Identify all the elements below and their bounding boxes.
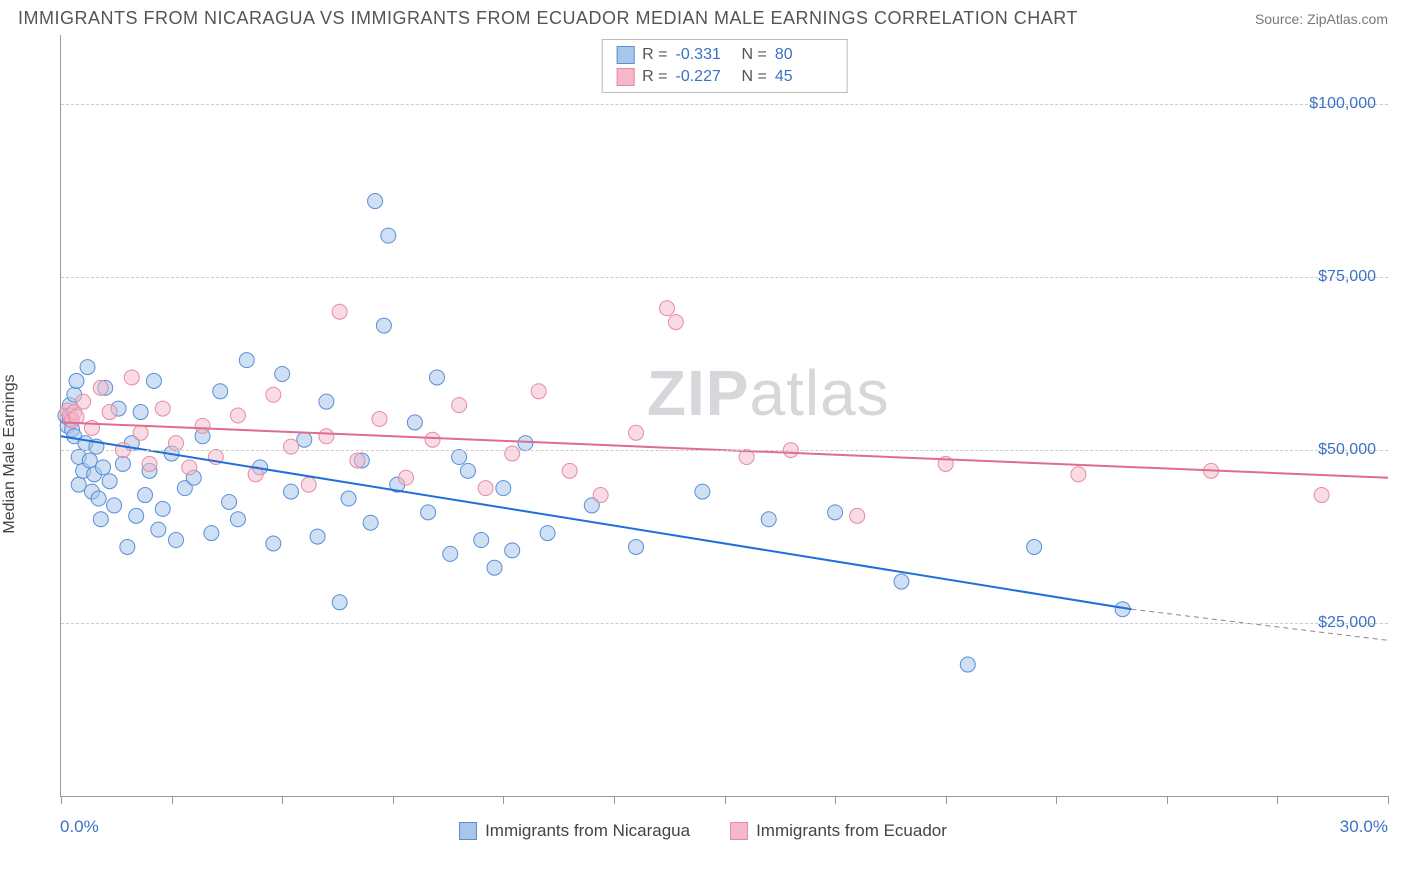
swatch-nicaragua [616,46,634,64]
legend-row-ecuador: R = -0.227 N = 45 [616,66,833,88]
r-label: R = [642,46,667,64]
r-value-nicaragua: -0.331 [676,46,734,64]
source-name: ZipAtlas.com [1307,11,1388,27]
y-tick-label: $75,000 [1318,268,1376,286]
y-tick-label: $100,000 [1309,95,1376,113]
source-prefix: Source: [1255,11,1307,27]
scatter-plot-svg [61,35,1388,796]
y-tick-label: $25,000 [1318,614,1376,632]
series-legend: Immigrants from Nicaragua Immigrants fro… [18,821,1388,841]
swatch-ecuador [616,68,634,86]
y-tick-label: $50,000 [1318,441,1376,459]
n-label: N = [742,46,767,64]
chart-title: IMMIGRANTS FROM NICARAGUA VS IMMIGRANTS … [18,8,1078,29]
series-name-ecuador: Immigrants from Ecuador [756,821,947,841]
chart-container: Median Male Earnings ZIPatlas R = -0.331… [18,35,1388,855]
r-label: R = [642,68,667,86]
legend-item-ecuador: Immigrants from Ecuador [730,821,947,841]
swatch-nicaragua [459,822,477,840]
source-label: Source: ZipAtlas.com [1255,11,1388,27]
plot-area: ZIPatlas R = -0.331 N = 80 R = -0.227 N … [60,35,1388,797]
r-value-ecuador: -0.227 [676,68,734,86]
n-value-ecuador: 45 [775,68,833,86]
n-value-nicaragua: 80 [775,46,833,64]
correlation-legend: R = -0.331 N = 80 R = -0.227 N = 45 [601,39,848,93]
series-name-nicaragua: Immigrants from Nicaragua [485,821,690,841]
legend-item-nicaragua: Immigrants from Nicaragua [459,821,690,841]
swatch-ecuador [730,822,748,840]
y-axis-label: Median Male Earnings [1,374,19,533]
n-label: N = [742,68,767,86]
legend-row-nicaragua: R = -0.331 N = 80 [616,44,833,66]
